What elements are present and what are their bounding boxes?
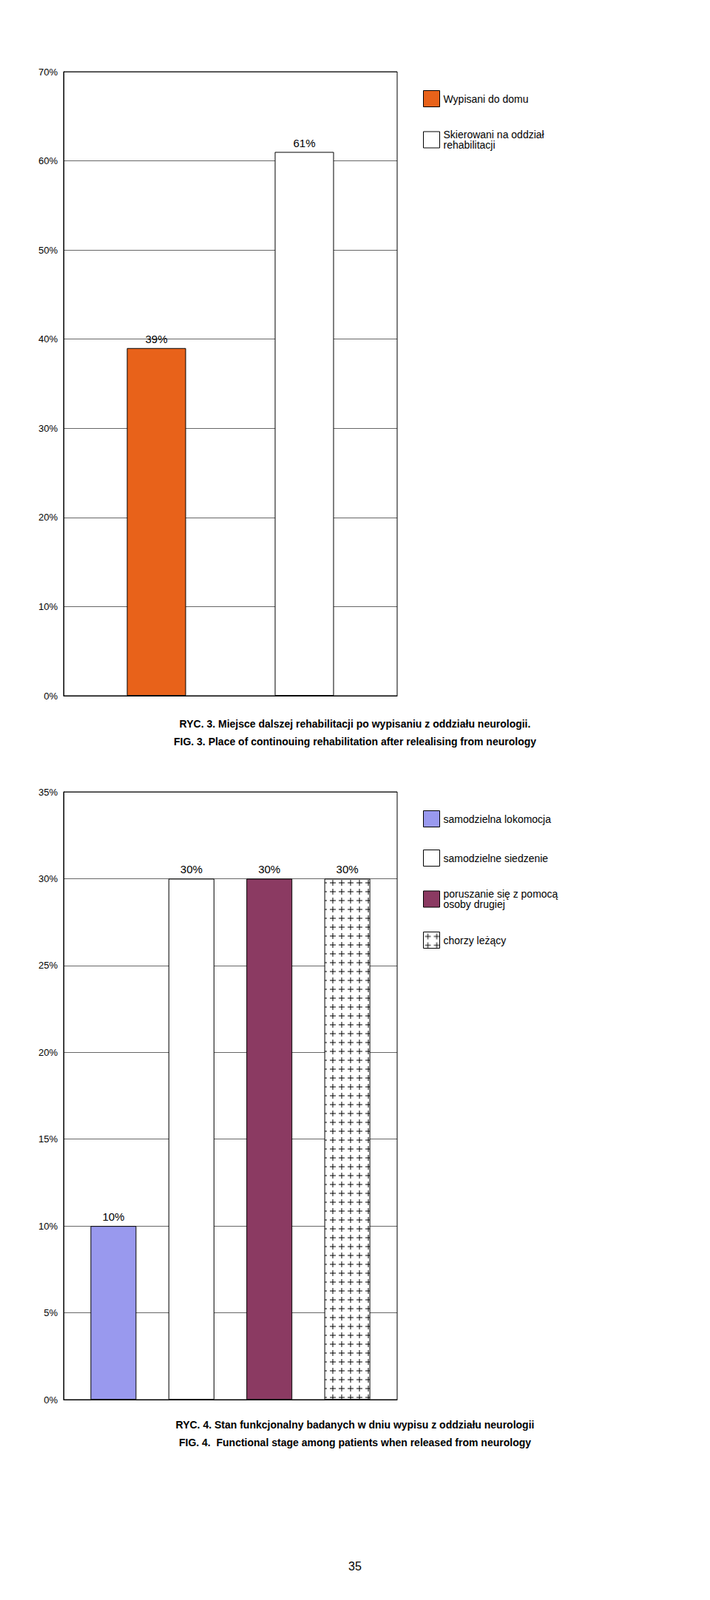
svg-text:30%: 30%: [258, 863, 281, 876]
svg-text:RYC. 4. Stan funkcjonalny bada: RYC. 4. Stan funkcjonalny badanych w dni…: [176, 1419, 535, 1432]
svg-text:FIG. 3. Place of continouing r: FIG. 3. Place of continouing rehabilitat…: [173, 735, 537, 748]
svg-text:30%: 30%: [38, 873, 58, 885]
svg-text:35: 35: [348, 1560, 362, 1574]
svg-text:0%: 0%: [43, 690, 58, 702]
svg-text:60%: 60%: [38, 155, 58, 167]
svg-text:Skierowani na oddział: Skierowani na oddział: [443, 128, 545, 141]
svg-text:10%: 10%: [38, 601, 58, 613]
svg-text:30%: 30%: [180, 863, 203, 876]
svg-text:20%: 20%: [38, 511, 58, 523]
svg-text:5%: 5%: [43, 1307, 58, 1319]
svg-text:35%: 35%: [38, 786, 58, 799]
svg-text:0%: 0%: [43, 1394, 58, 1406]
svg-text:samodzielna lokomocja: samodzielna lokomocja: [443, 813, 552, 826]
svg-text:20%: 20%: [38, 1047, 58, 1059]
svg-text:39%: 39%: [144, 332, 168, 346]
svg-text:10%: 10%: [38, 1221, 58, 1233]
svg-text:40%: 40%: [38, 333, 58, 345]
svg-text:poruszanie się z pomocą: poruszanie się z pomocą: [443, 888, 558, 901]
svg-text:FIG. 4. Functional stage amon: FIG. 4. Functional stage among patients …: [178, 1437, 532, 1449]
svg-text:25%: 25%: [38, 959, 58, 972]
svg-text:30%: 30%: [336, 863, 359, 876]
svg-text:50%: 50%: [38, 244, 58, 256]
svg-text:osoby drugiej: osoby drugiej: [443, 898, 506, 911]
svg-text:samodzielne siedzenie: samodzielne siedzenie: [443, 852, 549, 865]
svg-text:10%: 10%: [102, 1210, 125, 1224]
svg-text:RYC. 3. Miejsce dalszej rehabi: RYC. 3. Miejsce dalszej rehabilitacji po…: [179, 718, 532, 730]
svg-text:61%: 61%: [292, 136, 316, 150]
svg-text:rehabilitacji: rehabilitacji: [443, 139, 496, 151]
svg-text:15%: 15%: [38, 1133, 58, 1145]
svg-text:chorzy leżący: chorzy leżący: [443, 934, 507, 947]
svg-text:70%: 70%: [38, 66, 58, 78]
svg-text:Wypisani do domu: Wypisani do domu: [443, 93, 529, 106]
svg-text:30%: 30%: [38, 423, 58, 435]
